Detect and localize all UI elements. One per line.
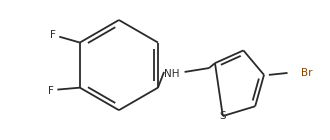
- Text: F: F: [50, 30, 55, 40]
- Text: Br: Br: [301, 68, 313, 78]
- Text: S: S: [219, 111, 226, 121]
- Text: F: F: [48, 86, 53, 96]
- Text: NH: NH: [164, 69, 180, 79]
